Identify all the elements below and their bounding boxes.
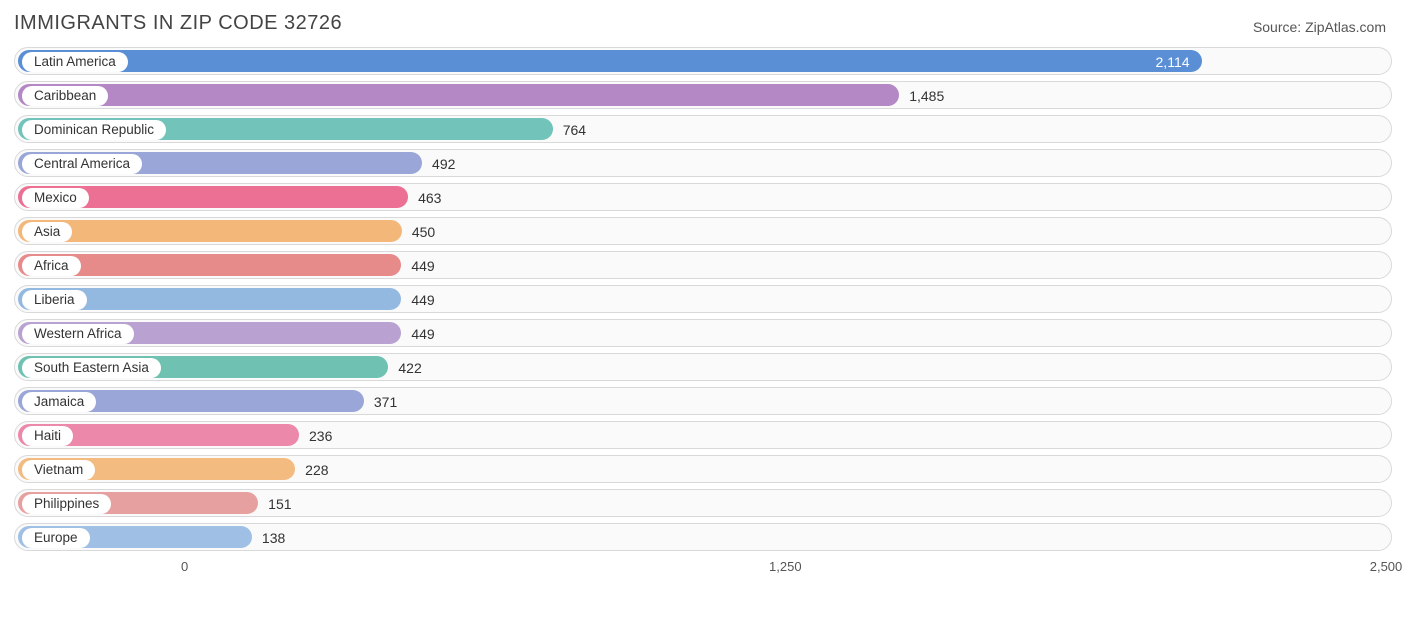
source-name: ZipAtlas.com (1305, 19, 1386, 35)
bar-row: Caribbean 1,485 (14, 81, 1392, 109)
value-label: 449 (411, 286, 434, 313)
category-pill: Jamaica (22, 392, 96, 412)
bar-row: Vietnam 228 (14, 455, 1392, 483)
value-label: 492 (432, 150, 455, 177)
bar-row: Central America 492 (14, 149, 1392, 177)
value-label: 1,485 (909, 82, 944, 109)
value-label: 371 (374, 388, 397, 415)
axis-tick: 1,250 (769, 559, 802, 574)
category-pill: South Eastern Asia (22, 358, 161, 378)
bar-row: Mexico 463 (14, 183, 1392, 211)
bar-row: South Eastern Asia 422 (14, 353, 1392, 381)
bar-fill (18, 220, 402, 242)
bar-row: Latin America 2,114 (14, 47, 1392, 75)
category-pill: Caribbean (22, 86, 108, 106)
value-label: 449 (411, 252, 434, 279)
bar-fill (18, 50, 1202, 72)
value-label: 138 (262, 524, 285, 551)
chart-source: Source: ZipAtlas.com (1253, 19, 1386, 35)
value-label: 236 (309, 422, 332, 449)
value-label: 449 (411, 320, 434, 347)
x-axis: 01,2502,500 (14, 557, 1392, 581)
bar-fill (18, 84, 899, 106)
value-label: 228 (305, 456, 328, 483)
value-label: 151 (268, 490, 291, 517)
bar-row: Africa 449 (14, 251, 1392, 279)
value-label: 422 (398, 354, 421, 381)
bar-row: Asia 450 (14, 217, 1392, 245)
value-label: 764 (563, 116, 586, 143)
bar-row: Europe 138 (14, 523, 1392, 551)
category-pill: Mexico (22, 188, 89, 208)
category-pill: Africa (22, 256, 81, 276)
category-pill: Latin America (22, 52, 128, 72)
bar-row: Philippines 151 (14, 489, 1392, 517)
bar-row: Dominican Republic 764 (14, 115, 1392, 143)
axis-tick: 0 (181, 559, 188, 574)
value-label: 2,114 (1156, 48, 1190, 75)
chart-header: IMMIGRANTS IN ZIP CODE 32726 Source: Zip… (0, 0, 1406, 43)
category-pill: Europe (22, 528, 90, 548)
category-pill: Haiti (22, 426, 73, 446)
bar-row: Haiti 236 (14, 421, 1392, 449)
value-label: 463 (418, 184, 441, 211)
category-pill: Liberia (22, 290, 87, 310)
category-pill: Asia (22, 222, 72, 242)
chart-title: IMMIGRANTS IN ZIP CODE 32726 (14, 12, 342, 35)
bar-row: Liberia 449 (14, 285, 1392, 313)
category-pill: Philippines (22, 494, 111, 514)
category-pill: Western Africa (22, 324, 134, 344)
source-prefix: Source: (1253, 19, 1305, 35)
bar-row: Western Africa 449 (14, 319, 1392, 347)
bar-row: Jamaica 371 (14, 387, 1392, 415)
chart-area: Latin America 2,114 Caribbean 1,485 Dominica… (0, 43, 1406, 551)
value-label: 450 (412, 218, 435, 245)
category-pill: Dominican Republic (22, 120, 166, 140)
category-pill: Central America (22, 154, 142, 174)
category-pill: Vietnam (22, 460, 95, 480)
axis-tick: 2,500 (1370, 559, 1403, 574)
